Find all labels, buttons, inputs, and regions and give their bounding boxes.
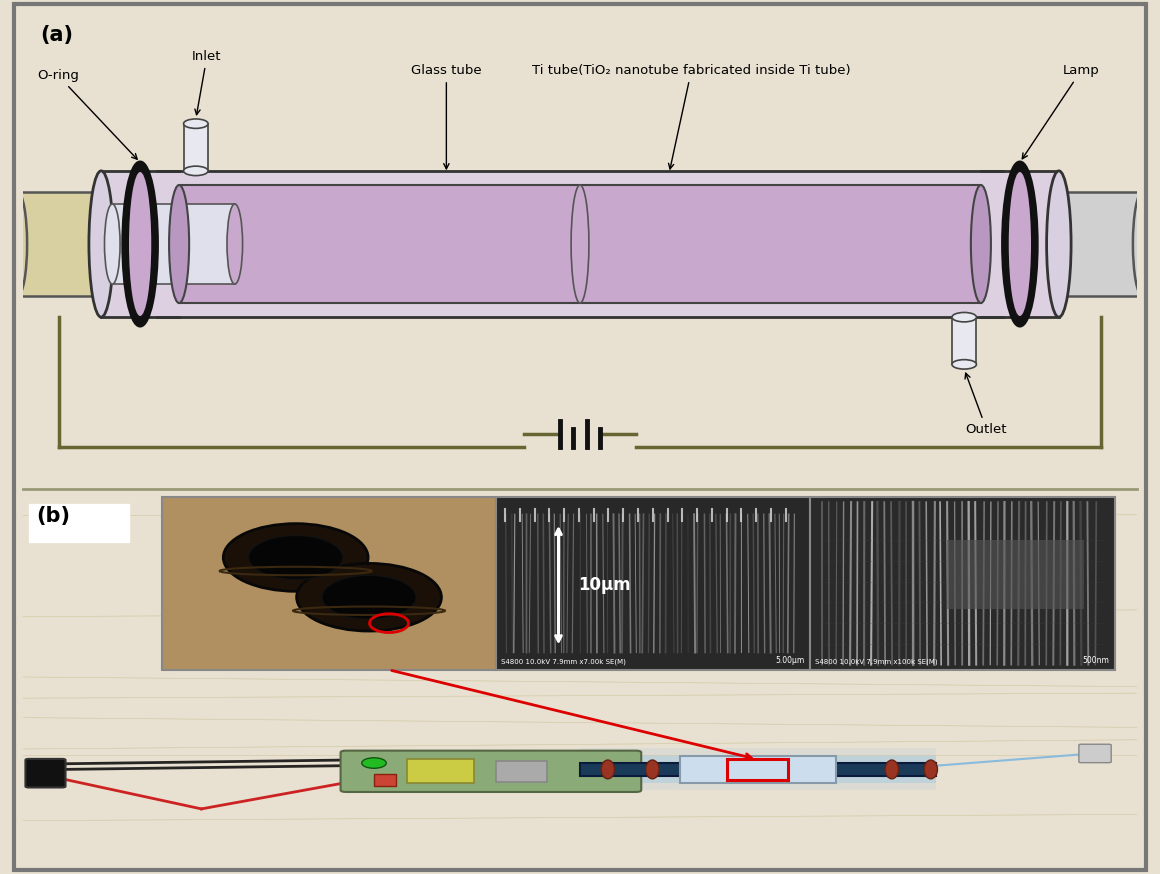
Ellipse shape xyxy=(227,204,242,284)
Ellipse shape xyxy=(92,192,110,296)
FancyBboxPatch shape xyxy=(496,761,546,782)
Ellipse shape xyxy=(971,185,991,303)
Ellipse shape xyxy=(646,760,659,779)
Ellipse shape xyxy=(1009,172,1031,316)
Text: Outlet: Outlet xyxy=(965,373,1007,436)
Ellipse shape xyxy=(297,564,442,631)
Text: O-ring: O-ring xyxy=(37,69,137,159)
FancyBboxPatch shape xyxy=(183,124,208,171)
Ellipse shape xyxy=(1050,192,1068,296)
Ellipse shape xyxy=(601,760,615,779)
FancyBboxPatch shape xyxy=(101,171,1059,317)
FancyBboxPatch shape xyxy=(113,204,234,284)
Ellipse shape xyxy=(89,171,114,317)
FancyBboxPatch shape xyxy=(580,756,936,783)
Ellipse shape xyxy=(224,524,368,592)
Ellipse shape xyxy=(104,204,121,284)
Ellipse shape xyxy=(925,760,937,779)
FancyBboxPatch shape xyxy=(947,540,1085,609)
Ellipse shape xyxy=(952,360,977,369)
Ellipse shape xyxy=(183,119,208,128)
FancyBboxPatch shape xyxy=(26,759,65,787)
Text: Ti tube(TiO₂ nanotube fabricated inside Ti tube): Ti tube(TiO₂ nanotube fabricated inside … xyxy=(532,64,850,169)
Ellipse shape xyxy=(1003,163,1037,325)
Text: (a): (a) xyxy=(39,25,73,45)
Text: (b): (b) xyxy=(37,506,71,526)
Ellipse shape xyxy=(1046,171,1071,317)
Ellipse shape xyxy=(123,163,157,325)
Text: S4800 10.0kV 7.9mm x100k SE(M): S4800 10.0kV 7.9mm x100k SE(M) xyxy=(815,659,938,665)
Ellipse shape xyxy=(571,185,589,303)
Ellipse shape xyxy=(885,760,899,779)
Text: 500nm: 500nm xyxy=(1082,656,1109,665)
FancyBboxPatch shape xyxy=(29,504,129,542)
FancyBboxPatch shape xyxy=(17,192,101,296)
Ellipse shape xyxy=(8,192,27,296)
FancyBboxPatch shape xyxy=(374,774,397,786)
Ellipse shape xyxy=(183,166,208,176)
Ellipse shape xyxy=(248,536,342,579)
Ellipse shape xyxy=(129,172,151,316)
FancyBboxPatch shape xyxy=(495,497,810,669)
Text: Glass tube: Glass tube xyxy=(411,64,481,169)
Text: 10μm: 10μm xyxy=(579,576,631,594)
Text: S4800 10.0kV 7.9mm x7.00k SE(M): S4800 10.0kV 7.9mm x7.00k SE(M) xyxy=(501,659,626,665)
Text: Lamp: Lamp xyxy=(1022,64,1100,159)
FancyBboxPatch shape xyxy=(1059,192,1143,296)
FancyBboxPatch shape xyxy=(162,497,495,669)
FancyBboxPatch shape xyxy=(1079,745,1111,763)
Text: 5.00μm: 5.00μm xyxy=(775,656,804,665)
Ellipse shape xyxy=(362,758,386,768)
Ellipse shape xyxy=(952,312,977,322)
FancyBboxPatch shape xyxy=(680,756,836,782)
Ellipse shape xyxy=(1133,192,1152,296)
FancyBboxPatch shape xyxy=(952,317,977,364)
FancyBboxPatch shape xyxy=(179,185,981,303)
Text: Inlet: Inlet xyxy=(193,50,222,114)
FancyBboxPatch shape xyxy=(580,748,936,790)
FancyBboxPatch shape xyxy=(580,763,936,776)
FancyBboxPatch shape xyxy=(341,751,641,792)
Ellipse shape xyxy=(169,185,189,303)
FancyBboxPatch shape xyxy=(407,759,474,783)
FancyBboxPatch shape xyxy=(580,762,936,777)
FancyBboxPatch shape xyxy=(810,497,1115,669)
Ellipse shape xyxy=(322,575,416,619)
FancyBboxPatch shape xyxy=(580,766,936,773)
